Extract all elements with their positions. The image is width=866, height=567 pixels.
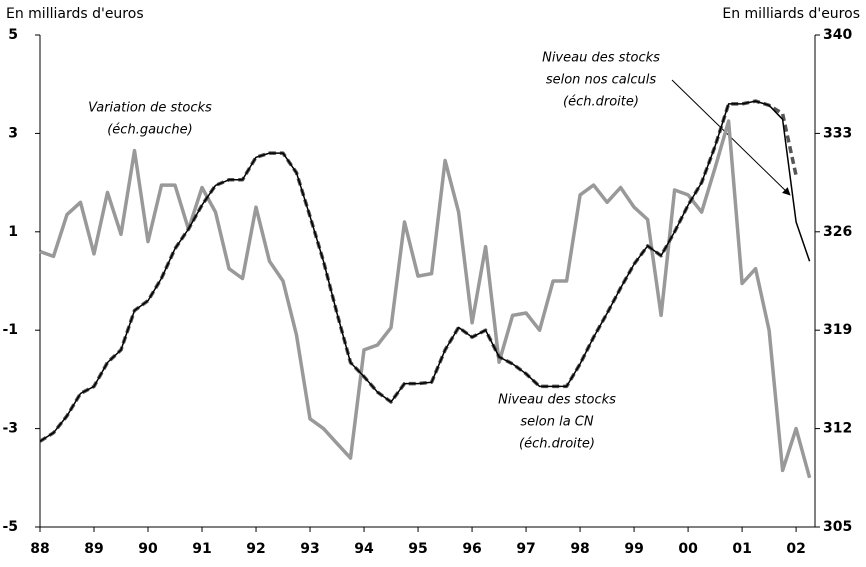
y2-tick-label: 340 — [823, 27, 852, 43]
annotation: Variation de stocks — [88, 101, 212, 116]
y2-tick-label: 305 — [823, 519, 852, 535]
y2-tick-label: 312 — [823, 421, 852, 437]
annotation: selon nos calculs — [546, 73, 657, 88]
x-tick-label: 89 — [84, 541, 103, 557]
x-tick-label: 99 — [624, 541, 643, 557]
annotation: selon la CN — [520, 415, 593, 430]
y-tick-label: -5 — [2, 519, 18, 535]
x-tick-label: 95 — [408, 541, 427, 557]
x-tick-label: 97 — [516, 541, 535, 557]
x-tick-label: 93 — [300, 541, 319, 557]
annotation: (éch.droite) — [519, 437, 595, 452]
y2-tick-label: 326 — [823, 224, 852, 240]
y-tick-label: 3 — [8, 125, 18, 141]
x-tick-label: 00 — [678, 541, 698, 557]
x-tick-label: 96 — [462, 541, 481, 557]
y-tick-label: 5 — [8, 27, 18, 43]
series-line — [39, 100, 811, 442]
annotation: (éch.gauche) — [107, 123, 193, 138]
series-line — [39, 119, 812, 479]
y2-tick-label: 333 — [823, 125, 852, 141]
x-tick-label: 98 — [570, 541, 589, 557]
y-tick-label: -3 — [2, 421, 18, 437]
y2-tick-label: 319 — [823, 322, 852, 338]
x-tick-label: 94 — [354, 541, 374, 557]
annotation: (éch.droite) — [563, 95, 639, 110]
y-tick-label: 1 — [8, 224, 18, 240]
x-tick-label: 92 — [246, 541, 265, 557]
x-tick-label: 91 — [192, 541, 211, 557]
y-tick-label: -1 — [2, 322, 18, 338]
annotation: Niveau des stocks — [542, 51, 660, 66]
x-tick-label: 88 — [30, 541, 49, 557]
y-axis-label: En milliards d'euros — [6, 6, 144, 22]
x-tick-label: 02 — [786, 541, 805, 557]
x-tick-label: 90 — [138, 541, 158, 557]
x-tick-label: 01 — [732, 541, 751, 557]
y2-axis-label: En milliards d'euros — [722, 6, 860, 22]
annotation: Niveau des stocks — [498, 393, 616, 408]
